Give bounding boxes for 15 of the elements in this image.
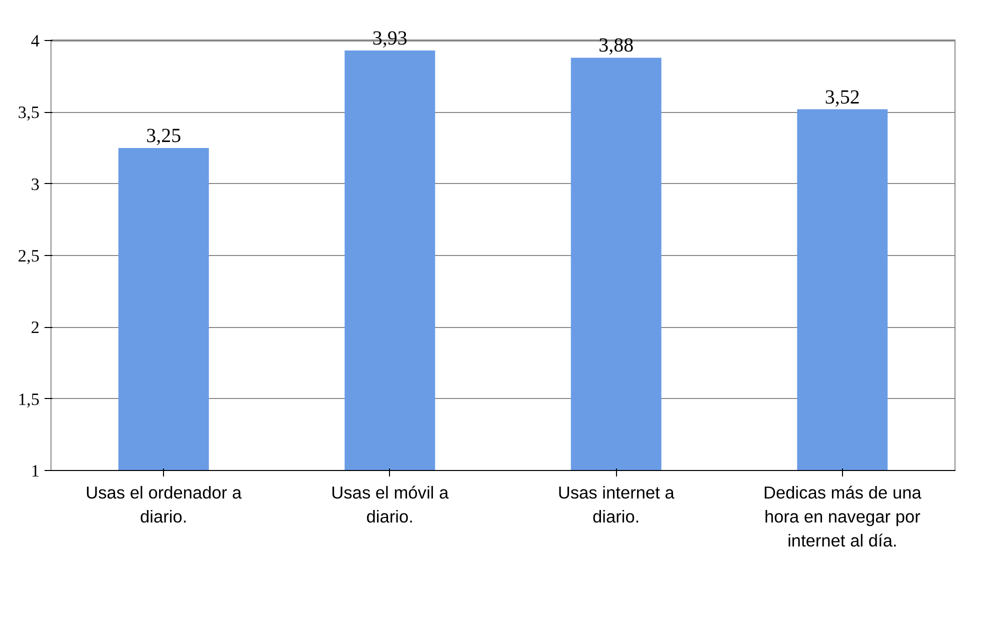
- x-tick-label: Dedicas más de una hora en navegar por internet al día.: [763, 482, 922, 550]
- data-label: 3,52: [824, 86, 860, 108]
- x-tick-label: Usas internet a diario.: [558, 482, 675, 526]
- data-label: 3,25: [146, 125, 182, 147]
- y-tick-label: 1: [30, 462, 40, 480]
- y-tick-label: 2,5: [18, 246, 40, 266]
- y-tick-label: 2: [30, 318, 40, 338]
- y-tick-label: 1,5: [18, 390, 40, 409]
- data-label: 3,93: [372, 28, 408, 50]
- x-tick-label: Usas el ordenador a diario.: [86, 482, 242, 526]
- y-tick-label: 3: [30, 174, 40, 194]
- y-tick-label: 3,5: [18, 103, 40, 122]
- x-tick-label: Usas el móvil a diario.: [331, 482, 449, 526]
- y-tick-label: 4: [30, 32, 40, 50]
- data-label: 3,88: [598, 34, 634, 57]
